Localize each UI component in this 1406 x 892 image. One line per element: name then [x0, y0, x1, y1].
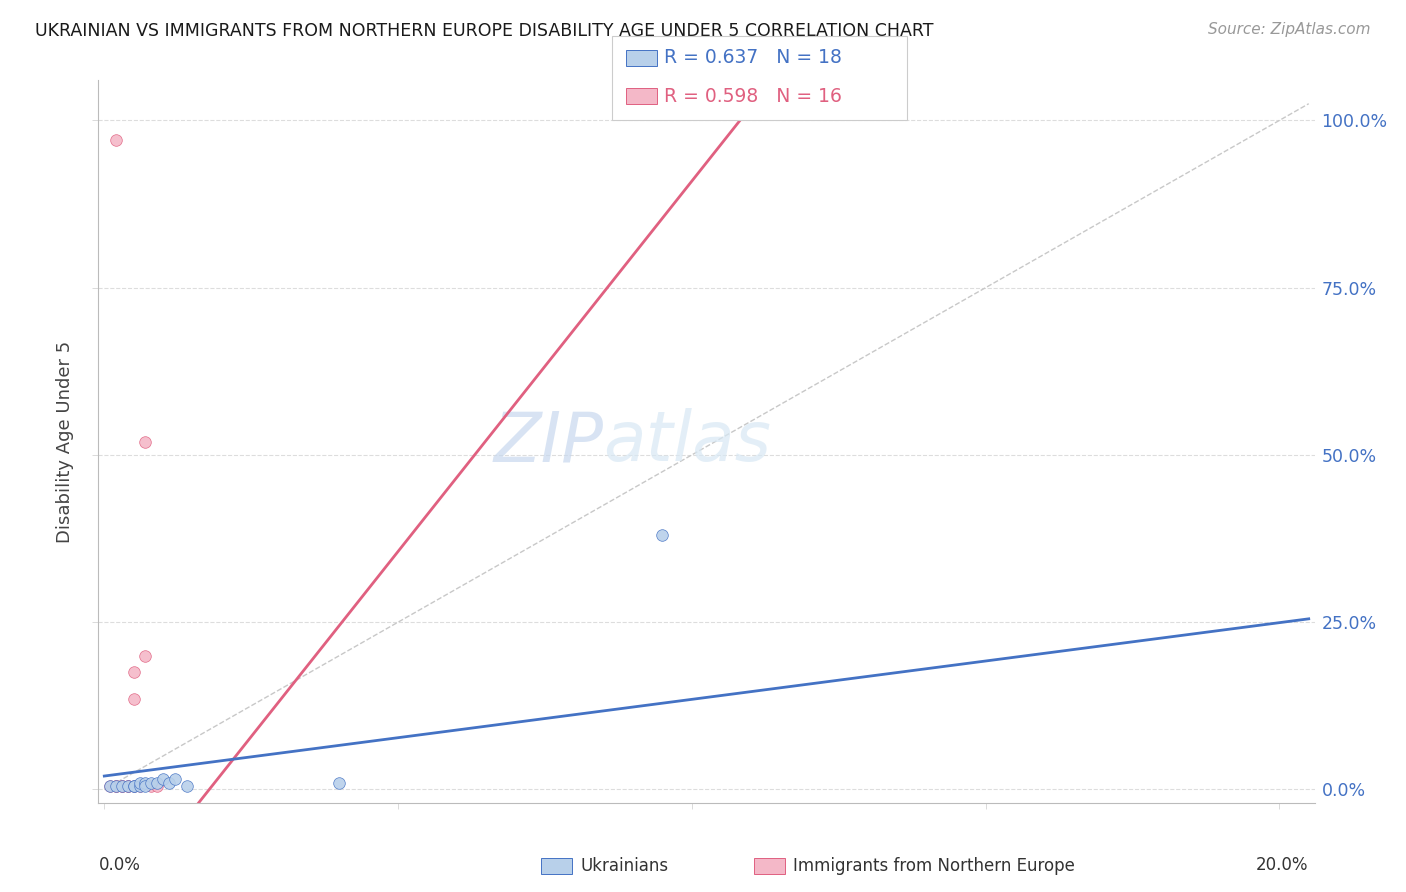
Point [111, 779, 134, 793]
Point [176, 779, 198, 793]
Point [134, 434, 156, 449]
Point [111, 779, 134, 793]
Text: R = 0.637   N = 18: R = 0.637 N = 18 [664, 48, 842, 68]
Point [146, 775, 169, 790]
Point [122, 665, 145, 680]
Text: ZIP: ZIP [494, 408, 603, 475]
Point [128, 779, 150, 793]
Text: 0.0%: 0.0% [98, 856, 141, 874]
Point [105, 779, 128, 793]
Text: atlas: atlas [603, 408, 770, 475]
Point [105, 134, 128, 148]
Point [105, 779, 128, 793]
Point [141, 779, 163, 793]
Point [111, 779, 134, 793]
Point [651, 528, 673, 542]
Point [134, 775, 156, 790]
Point [163, 772, 186, 787]
Text: Ukrainians: Ukrainians [581, 857, 669, 875]
Text: R = 0.598   N = 16: R = 0.598 N = 16 [664, 87, 842, 106]
Point [117, 779, 139, 793]
Point [134, 779, 156, 793]
Point [117, 779, 139, 793]
Point [122, 692, 145, 706]
Text: Source: ZipAtlas.com: Source: ZipAtlas.com [1208, 22, 1371, 37]
Point [328, 775, 350, 790]
Text: UKRAINIAN VS IMMIGRANTS FROM NORTHERN EUROPE DISABILITY AGE UNDER 5 CORRELATION : UKRAINIAN VS IMMIGRANTS FROM NORTHERN EU… [35, 22, 934, 40]
Point [98, 779, 121, 793]
Point [141, 775, 163, 790]
Point [146, 779, 169, 793]
Point [157, 775, 180, 790]
Text: Immigrants from Northern Europe: Immigrants from Northern Europe [793, 857, 1074, 875]
Point [117, 779, 139, 793]
Point [122, 779, 145, 793]
Point [134, 648, 156, 663]
Point [128, 779, 150, 793]
Y-axis label: Disability Age Under 5: Disability Age Under 5 [56, 341, 75, 542]
Point [98, 779, 121, 793]
Point [128, 775, 150, 790]
Text: 20.0%: 20.0% [1256, 856, 1309, 874]
Point [105, 779, 128, 793]
Point [122, 779, 145, 793]
Point [152, 772, 174, 787]
Point [122, 779, 145, 793]
